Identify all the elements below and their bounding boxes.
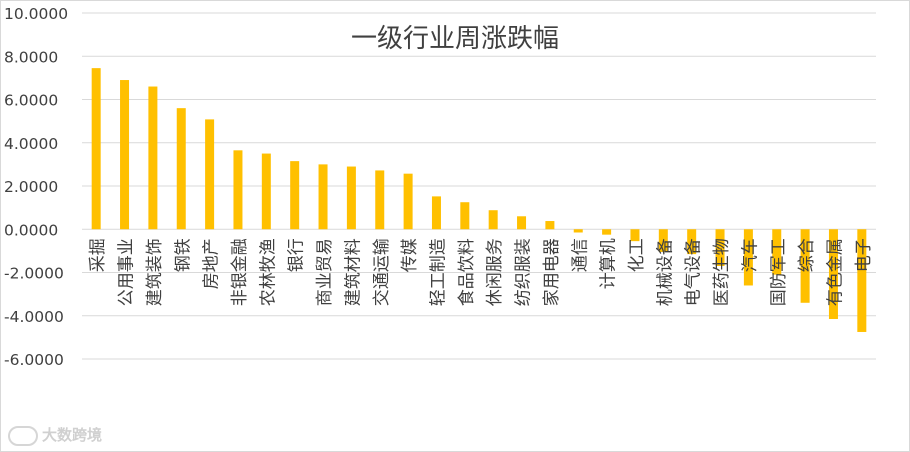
bar bbox=[120, 80, 130, 230]
category-label: 有色金属 bbox=[825, 238, 845, 306]
category-label: 电气设备 bbox=[684, 238, 704, 306]
bar bbox=[205, 119, 215, 230]
category-label: 钢铁 bbox=[173, 238, 193, 272]
category-label: 房地产 bbox=[202, 238, 222, 289]
category-label: 商业贸易 bbox=[315, 238, 335, 306]
watermark-logo-icon bbox=[8, 425, 38, 446]
bar bbox=[857, 229, 867, 332]
bar bbox=[233, 150, 243, 230]
y-tick-label: -2.0000 bbox=[4, 265, 64, 283]
category-label: 传媒 bbox=[400, 238, 420, 272]
watermark: 大数跨境 bbox=[8, 424, 102, 446]
category-label: 电子 bbox=[854, 238, 874, 272]
y-tick-label: -6.0000 bbox=[4, 351, 64, 369]
category-label: 汽车 bbox=[740, 238, 760, 272]
category-label: 国防军工 bbox=[769, 238, 789, 306]
bar bbox=[375, 170, 385, 230]
bar bbox=[261, 153, 271, 230]
bar bbox=[517, 216, 527, 230]
category-label: 非银金融 bbox=[230, 238, 250, 306]
bar bbox=[290, 161, 300, 230]
bar bbox=[687, 229, 697, 255]
bar bbox=[148, 86, 158, 230]
category-label: 通信 bbox=[570, 238, 590, 272]
category-label: 建筑装饰 bbox=[145, 238, 165, 306]
category-label: 机械设备 bbox=[655, 238, 675, 306]
bar bbox=[488, 210, 498, 230]
bar bbox=[602, 229, 612, 235]
category-label: 化工 bbox=[627, 238, 647, 272]
y-tick-label: 6.0000 bbox=[4, 92, 58, 110]
category-label: 银行 bbox=[287, 238, 307, 272]
bar bbox=[403, 173, 413, 230]
category-label: 公用事业 bbox=[117, 238, 137, 306]
bar bbox=[573, 229, 583, 233]
category-label: 综合 bbox=[797, 238, 817, 272]
bar bbox=[431, 196, 441, 230]
bar bbox=[318, 164, 328, 230]
y-tick-label: 2.0000 bbox=[4, 178, 58, 196]
y-tick-label: 8.0000 bbox=[4, 48, 58, 66]
category-label: 纺织服装 bbox=[514, 238, 534, 306]
bar bbox=[828, 229, 838, 319]
bar bbox=[743, 229, 753, 286]
category-label: 医药生物 bbox=[712, 238, 732, 306]
category-label: 食品饮料 bbox=[457, 238, 477, 306]
bar bbox=[772, 229, 782, 275]
bar bbox=[346, 166, 356, 230]
bar bbox=[176, 108, 186, 230]
bar bbox=[545, 221, 555, 230]
bar bbox=[630, 229, 640, 242]
category-label: 农林牧渔 bbox=[258, 238, 278, 306]
y-tick-label: -4.0000 bbox=[4, 308, 64, 326]
bar bbox=[800, 229, 810, 303]
y-tick-label: 0.0000 bbox=[4, 221, 58, 239]
category-label: 建筑材料 bbox=[343, 238, 363, 306]
category-label: 家用电器 bbox=[542, 238, 562, 306]
bar bbox=[460, 202, 470, 230]
y-tick-label: 4.0000 bbox=[4, 135, 58, 153]
bar bbox=[91, 68, 101, 230]
bar bbox=[658, 229, 668, 252]
chart-title: 一级行业周涨跌幅 bbox=[350, 24, 559, 54]
y-tick-label: 10.0000 bbox=[4, 5, 68, 23]
category-label: 采掘 bbox=[88, 238, 108, 272]
watermark-text: 大数跨境 bbox=[42, 426, 103, 444]
category-label: 交通运输 bbox=[372, 238, 392, 306]
category-label: 计算机 bbox=[599, 238, 619, 289]
bar bbox=[715, 229, 725, 267]
category-label: 休闲服务 bbox=[485, 238, 505, 306]
category-label: 轻工制造 bbox=[428, 238, 448, 306]
